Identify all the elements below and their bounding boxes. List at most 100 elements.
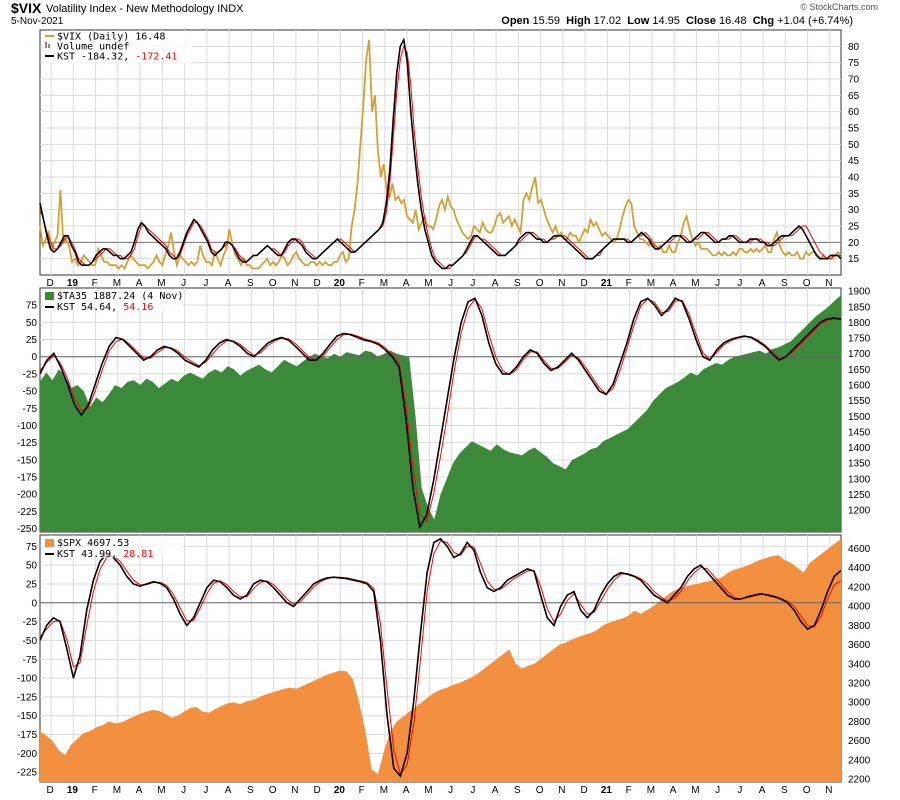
x-tick-label: A xyxy=(403,278,410,289)
legend-bg xyxy=(43,289,183,311)
x-tick-label: J xyxy=(470,785,475,796)
y-tick-kst: -25 xyxy=(23,369,38,380)
x-tick-label: O xyxy=(269,278,277,289)
x-tick-label: D xyxy=(581,278,588,289)
y-tick-kst: -175 xyxy=(17,473,37,484)
y-tick-price: 1550 xyxy=(848,396,871,407)
x-axis-bottom: D 19 F M A M J J A S O N D 20 F M A M J J A S O N D 21 F M A M J J A S O N xyxy=(47,785,833,796)
spx-area xyxy=(40,539,841,782)
x-tick-label: F xyxy=(92,278,98,289)
x-tick-label: N xyxy=(558,278,565,289)
x-tick-label: S xyxy=(247,278,254,289)
x-tick-label: F xyxy=(92,785,98,796)
watermark: © StockCharts.com xyxy=(800,2,878,12)
y-tick-price: 2400 xyxy=(848,755,871,766)
close-value: 16.48 xyxy=(719,15,747,27)
chg-value: +1.04 (+6.74%) xyxy=(777,15,853,27)
y-tick-kst: -75 xyxy=(23,404,38,415)
y-tick-kst: 25 xyxy=(26,579,38,590)
kst-signal-line xyxy=(39,298,842,523)
symbol-name: Volatility Index - New Methodology INDX xyxy=(46,3,244,15)
y-tick-price: 1700 xyxy=(848,349,871,360)
y-tick-price: 1350 xyxy=(848,459,871,470)
low-value: 14.95 xyxy=(652,15,680,27)
y-tick-price: 3800 xyxy=(848,621,871,632)
x-tick-label: S xyxy=(247,785,254,796)
x-tick-label: S xyxy=(514,785,521,796)
x-tick-label: M xyxy=(113,278,121,289)
y-tick-price: 3200 xyxy=(848,679,871,690)
kst-signal-line xyxy=(39,540,842,776)
x-tick-label: M xyxy=(424,785,432,796)
x-tick-label: D xyxy=(581,785,588,796)
y-tick-price: 4000 xyxy=(848,602,871,613)
y-tick-label: 50 xyxy=(848,140,860,151)
y-tick-price: 1300 xyxy=(848,474,871,485)
x-tick-label: J xyxy=(181,785,186,796)
x-tick-label: M xyxy=(647,785,655,796)
x-tick-label: D xyxy=(314,278,321,289)
x-tick-label: J xyxy=(448,278,453,289)
x-tick-label: J xyxy=(470,278,475,289)
y-tick-price: 4400 xyxy=(848,563,871,574)
y-tick-price: 1400 xyxy=(848,443,871,454)
y-tick-kst: 50 xyxy=(26,318,38,329)
y-tick-price: 1200 xyxy=(848,506,871,517)
x-tick-label: J xyxy=(203,278,208,289)
x-tick-label: 19 xyxy=(67,785,79,796)
low-label: Low xyxy=(627,15,650,27)
x-tick-label: O xyxy=(803,278,811,289)
high-value: 17.02 xyxy=(593,15,622,27)
legend-kst-signal: 54.16 xyxy=(123,302,153,313)
legend-swatch-volume xyxy=(48,44,50,48)
y-tick-kst: -150 xyxy=(17,455,37,466)
x-tick-label: D xyxy=(314,785,321,796)
y-tick-kst: -200 xyxy=(17,749,37,760)
x-tick-label: O xyxy=(803,785,811,796)
y-tick-price: 1650 xyxy=(848,365,871,376)
x-tick-label: N xyxy=(825,278,832,289)
x-tick-label: D xyxy=(47,785,54,796)
x-tick-label: J xyxy=(181,278,186,289)
x-tick-label: F xyxy=(359,278,365,289)
legend-bg xyxy=(43,536,183,558)
x-tick-label: M xyxy=(380,278,388,289)
legend-kst-main: KST 54.64, xyxy=(57,302,123,313)
chart-header: $VIX Volatility Index - New Methodology … xyxy=(0,0,900,30)
pane-1: 15 20 25 30 35 40 45 50 55 60 65 70 75 80 $VIX (Daily)… xyxy=(39,29,860,276)
y-tick-kst: -225 xyxy=(17,507,37,518)
y-tick-label: 25 xyxy=(848,222,860,233)
legend-swatch-volume xyxy=(45,42,47,48)
x-tick-label: J xyxy=(737,278,742,289)
y-tick-price: 4600 xyxy=(848,544,871,555)
open-label: Open xyxy=(501,15,530,27)
chart-date: 5-Nov-2021 xyxy=(11,16,64,27)
x-tick-label: N xyxy=(558,785,565,796)
pane-3: 2200 2400 2600 2800 3000 3200 3400 3600 3800 4000… xyxy=(17,534,871,786)
x-tick-label: N xyxy=(291,278,298,289)
legend-volume: Volume undef xyxy=(57,42,129,53)
pane-2: 1200 1250 1300 1350 1400 1450 1500 1550 1600 1650… xyxy=(17,287,871,535)
x-tick-label: M xyxy=(113,785,121,796)
x-tick-label: 21 xyxy=(601,785,613,796)
quote-line: Open 15.59 High 17.02 Low 14.95 Close 16… xyxy=(501,15,853,27)
legend-price: $SPX 4697.53 xyxy=(57,538,129,549)
x-tick-label: M xyxy=(157,785,165,796)
legend-vix: $VIX (Daily) 16.48 xyxy=(57,32,165,43)
x-tick-label: A xyxy=(492,785,499,796)
vix-line xyxy=(39,39,842,271)
y-tick-kst: -125 xyxy=(17,438,37,449)
y-tick-label: 60 xyxy=(848,107,860,118)
y-tick-kst: -250 xyxy=(17,524,37,535)
y-tick-price: 3400 xyxy=(848,659,871,670)
x-tick-label: M xyxy=(380,785,388,796)
x-tick-label: J xyxy=(715,278,720,289)
x-tick-label: D xyxy=(47,278,54,289)
legend-swatch-price xyxy=(45,539,54,547)
x-tick-label: 21 xyxy=(601,278,613,289)
y-tick-price: 2800 xyxy=(848,717,871,728)
kst-signal-line xyxy=(39,44,841,269)
x-tick-label: A xyxy=(759,785,766,796)
y-tick-price: 1500 xyxy=(848,412,871,423)
